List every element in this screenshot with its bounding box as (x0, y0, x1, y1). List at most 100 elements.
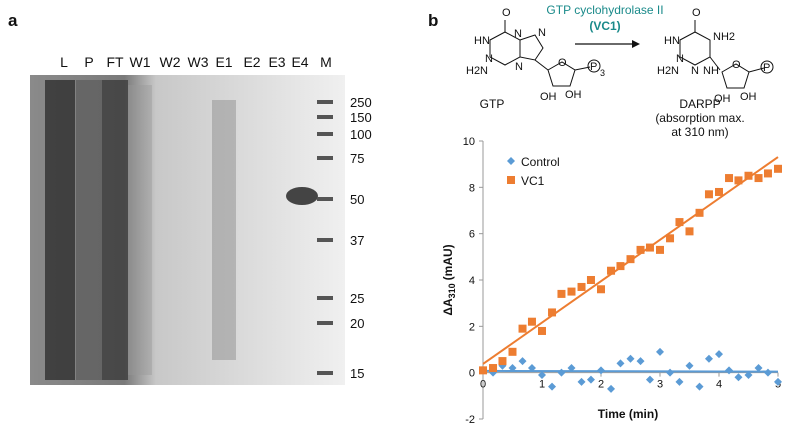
marker-label: 250 (350, 95, 372, 110)
atom: N (515, 61, 523, 73)
marker-band (317, 197, 333, 201)
point (548, 308, 557, 317)
protein-band (286, 187, 318, 205)
atom: N (676, 53, 684, 65)
point (656, 245, 664, 254)
product: DARPP (679, 97, 720, 111)
lane-label: E1 (215, 54, 232, 70)
phosphate-circle (587, 59, 601, 73)
point (695, 382, 704, 391)
y-axis-label-part: 310 (447, 283, 457, 298)
point (763, 368, 772, 377)
point (607, 266, 616, 275)
point (607, 384, 616, 393)
point (636, 357, 645, 366)
point (774, 377, 782, 386)
point (498, 357, 507, 366)
atom: OH (565, 89, 582, 101)
atom: O (502, 7, 511, 19)
lane-band (128, 85, 152, 375)
point (616, 359, 625, 368)
point (557, 368, 566, 377)
point (704, 354, 713, 363)
point (685, 361, 694, 370)
marker-label: 50 (350, 192, 364, 207)
point (518, 324, 527, 333)
point (597, 285, 605, 294)
point (586, 276, 595, 284)
atom: NH2 (713, 31, 735, 43)
point (508, 347, 517, 356)
lane-label: E2 (243, 54, 260, 70)
lane-label: L (60, 54, 68, 70)
point (577, 377, 586, 386)
y-tick-label: -2 (465, 414, 475, 426)
x-tick-label: 0 (480, 379, 486, 391)
lane-band (102, 80, 128, 380)
y-tick-label: 2 (469, 321, 475, 333)
point (734, 373, 743, 382)
y-axis-label-part: ΔA (441, 298, 455, 316)
point (567, 364, 576, 373)
point (636, 245, 645, 254)
point (518, 357, 527, 366)
point (479, 366, 487, 375)
point (744, 370, 753, 379)
legend-label: Control (521, 155, 560, 169)
phosphate-circle (760, 60, 774, 74)
marker-band (317, 115, 333, 119)
lane-label: FT (106, 54, 124, 70)
point (507, 176, 515, 184)
product-note: at 310 nm) (671, 125, 728, 139)
panel-label: a (8, 11, 18, 30)
point (715, 350, 723, 359)
legend-label: VC1 (521, 174, 545, 188)
atom: O (692, 7, 701, 19)
panel-label: b (428, 11, 438, 30)
gtp-structure (489, 20, 591, 87)
point (586, 375, 595, 384)
marker-band (317, 132, 333, 136)
x-tick-label: 4 (716, 379, 722, 391)
point (734, 176, 743, 185)
y-axis-label: ΔA310 (mAU) (441, 244, 457, 315)
marker-label: 100 (350, 127, 372, 142)
y-axis-label-part: (mAU) (441, 244, 455, 280)
y-tick-label: 6 (469, 229, 475, 241)
atom: P (590, 61, 597, 73)
atom: NH (703, 65, 719, 77)
atom: N (538, 27, 546, 39)
marker-label: 20 (350, 316, 364, 331)
marker-band (317, 371, 333, 375)
point (567, 287, 576, 296)
point (675, 377, 684, 386)
enzyme: GTP cyclohydrolase II (546, 3, 663, 17)
point (527, 317, 536, 326)
atom: O (558, 57, 567, 69)
marker-band (317, 156, 333, 160)
point (774, 164, 782, 173)
point (744, 171, 753, 180)
point (538, 370, 546, 379)
product-note: (absorption max. (655, 111, 744, 125)
x-tick-label: 3 (657, 379, 663, 391)
trendline (482, 156, 779, 365)
point (666, 368, 675, 377)
atom: H2N (657, 65, 679, 77)
atom: OH (714, 93, 731, 105)
point (675, 218, 684, 227)
marker-band (317, 296, 333, 300)
point (645, 375, 654, 384)
point (685, 227, 694, 236)
point (656, 347, 664, 356)
point (557, 289, 566, 298)
point (616, 262, 625, 271)
marker-label: 75 (350, 151, 364, 166)
lane-band (45, 80, 75, 380)
atom: O (732, 59, 741, 71)
point (538, 326, 546, 335)
atom: HN (664, 35, 680, 47)
point (715, 187, 723, 196)
lane-label: W2 (160, 54, 181, 70)
